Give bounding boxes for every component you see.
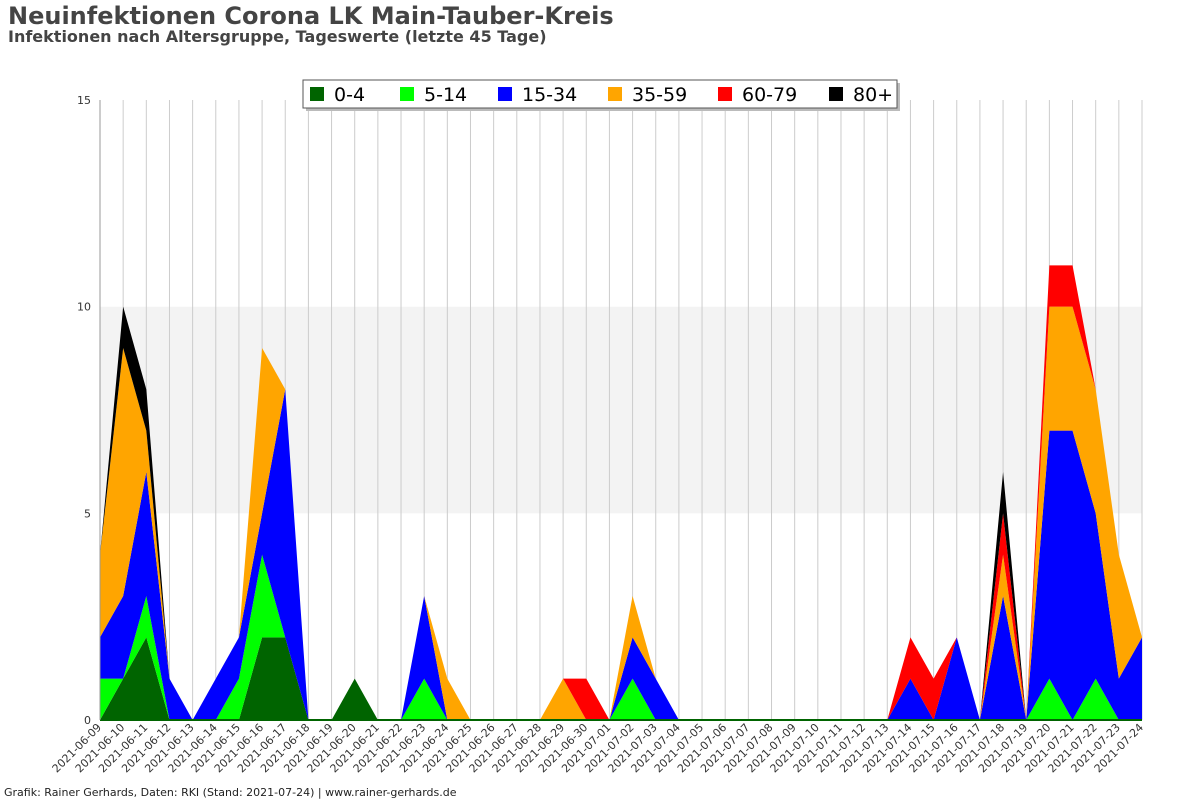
series-area-0-4 bbox=[100, 637, 1142, 720]
legend-box bbox=[302, 79, 898, 109]
legend-swatch-60-79 bbox=[718, 87, 732, 101]
series-area-15-34 bbox=[100, 389, 1142, 720]
series-area-5-14 bbox=[100, 554, 1142, 720]
legend-label-5-14: 5-14 bbox=[424, 84, 467, 106]
legend-swatch-15-34 bbox=[498, 87, 512, 101]
legend-label-80+: 80+ bbox=[853, 84, 893, 106]
legend: 0-4 5-14 15-34 35-59 60-79 80+ bbox=[302, 79, 900, 111]
plot-band bbox=[100, 100, 1142, 307]
footer-credit: Grafik: Rainer Gerhards, Daten: RKI (Sta… bbox=[4, 786, 457, 799]
legend-label-15-34: 15-34 bbox=[522, 84, 577, 106]
legend-swatch-0-4 bbox=[310, 87, 324, 101]
legend-label-0-4: 0-4 bbox=[334, 84, 365, 106]
y-tick-label: 10 bbox=[77, 301, 91, 314]
legend-swatch-80+ bbox=[829, 87, 843, 101]
y-tick-label: 0 bbox=[84, 714, 91, 727]
legend-swatch-35-59 bbox=[608, 87, 622, 101]
y-tick-label: 15 bbox=[77, 94, 91, 107]
y-tick-label: 5 bbox=[84, 507, 91, 520]
legend-label-60-79: 60-79 bbox=[742, 84, 797, 106]
chart-subtitle: Infektionen nach Altersgruppe, Tageswert… bbox=[8, 27, 547, 46]
chart-title: Neuinfektionen Corona LK Main-Tauber-Kre… bbox=[8, 2, 614, 30]
legend-swatch-5-14 bbox=[400, 87, 414, 101]
legend-label-35-59: 35-59 bbox=[632, 84, 687, 106]
